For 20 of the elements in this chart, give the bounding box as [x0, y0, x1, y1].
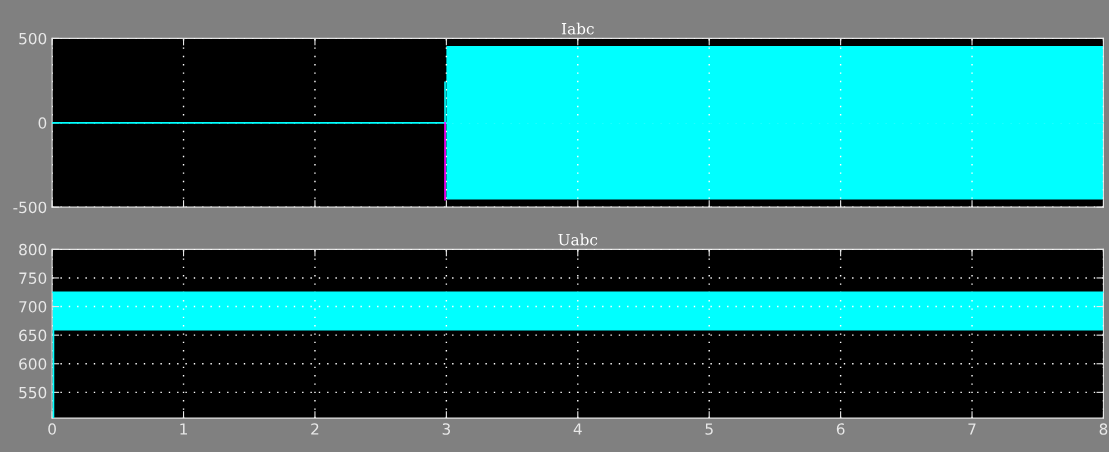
y-tick-label: 800: [19, 243, 47, 256]
y-tick-label: -500: [13, 201, 47, 214]
x-tick-label: 2: [311, 423, 319, 435]
x-tick-label: 7: [968, 423, 976, 435]
x-tick-label: 6: [836, 423, 845, 435]
y-tick-label: 600: [19, 358, 47, 370]
y-tick-label: 700: [19, 301, 47, 313]
y-tick-label: 500: [19, 32, 47, 45]
x-tick-label: 4: [573, 423, 582, 435]
chart-title: Uabc: [558, 233, 598, 246]
y-tick-label: 650: [19, 329, 47, 342]
y-tick-label: 750: [19, 272, 47, 284]
chart-title: Iabc: [561, 22, 594, 35]
y-tick-label: 0: [38, 117, 47, 129]
x-tick-label: 1: [180, 423, 187, 435]
x-tick-label: 0: [48, 423, 56, 435]
x-tick-label: 3: [442, 423, 451, 435]
x-tick-label: 5: [705, 423, 713, 435]
y-tick-label: 550: [19, 386, 47, 399]
x-tick-label: 8: [1099, 423, 1108, 435]
